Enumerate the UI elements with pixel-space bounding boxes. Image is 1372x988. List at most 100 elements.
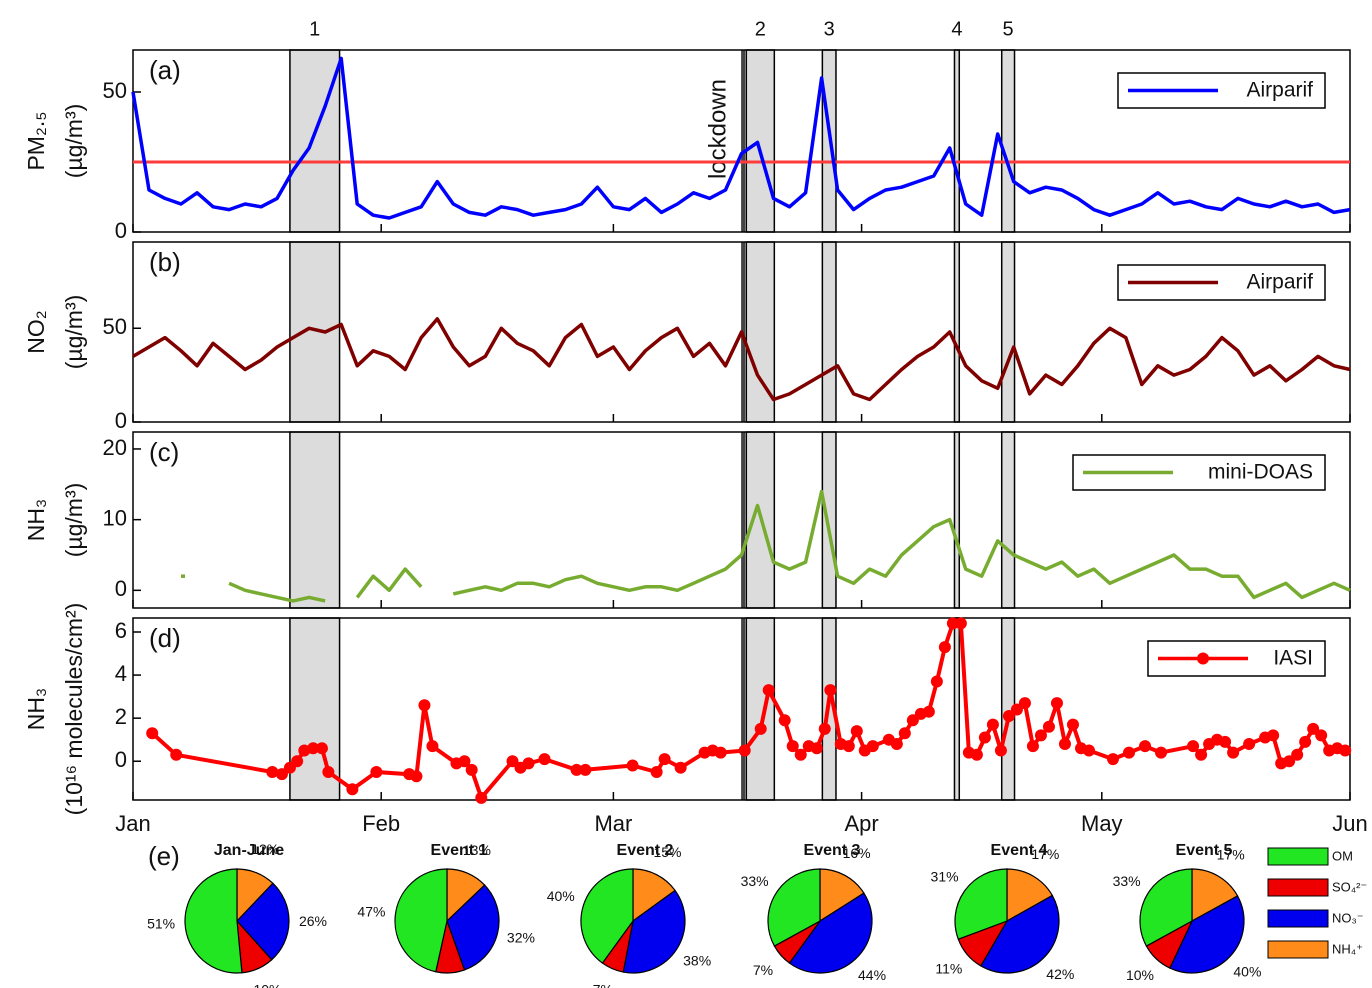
pie-value-label: 44% [858, 967, 886, 983]
series-marker [850, 725, 863, 738]
series-marker [1042, 720, 1055, 733]
pie-slice [236, 882, 290, 961]
y-axis-label: (10¹⁶ molecules/cm²) [61, 603, 87, 816]
series-marker [538, 753, 551, 766]
pie-slice [788, 892, 873, 974]
pie-value-label: 33% [741, 873, 769, 889]
event-band [821, 431, 837, 609]
series-marker [1315, 729, 1328, 742]
event-band [745, 49, 776, 233]
legend-label: mini-DOAS [1208, 461, 1313, 484]
legend-label: OM [1332, 848, 1353, 863]
series-marker [570, 763, 583, 776]
series-marker [754, 722, 767, 735]
series-marker [674, 761, 687, 774]
pie-slice [1191, 868, 1239, 923]
x-tick-label: Apr [844, 811, 878, 836]
series-marker [890, 738, 903, 750]
plot-frame [132, 49, 1351, 233]
event-band [1000, 49, 1016, 233]
y-axis-label: NH₃ [23, 499, 49, 542]
pie-value-label: 16% [843, 845, 871, 861]
series-marker [1195, 748, 1208, 761]
pie-value-label: 31% [931, 868, 959, 884]
series-marker [954, 617, 967, 630]
series-marker [1307, 722, 1320, 735]
series-marker [1066, 718, 1079, 731]
series-marker [778, 714, 791, 727]
pie-slice [446, 884, 500, 971]
series-marker [1107, 753, 1120, 766]
series-line [355, 567, 423, 599]
x-tick-label: Feb [362, 811, 400, 836]
pie-value-label: 32% [507, 929, 535, 945]
event-band [745, 617, 776, 801]
y-axis-label: (µg/m³) [61, 483, 87, 558]
series-marker [275, 768, 288, 781]
legend-swatch [1267, 878, 1329, 897]
series-marker [762, 684, 775, 697]
event-label: 3 [824, 18, 835, 40]
y-tick-label: 6 [115, 618, 127, 643]
series-marker [370, 766, 383, 778]
series-marker [465, 763, 478, 776]
pie-value-label: 17% [1031, 846, 1059, 862]
series-marker [1082, 744, 1095, 757]
event-label: 4 [951, 18, 962, 40]
series-marker [1002, 710, 1015, 722]
plot-frame [132, 241, 1351, 423]
pie-value-label: 10% [253, 981, 281, 988]
y-tick-label: 0 [115, 218, 127, 243]
pie-value-label: 51% [147, 915, 175, 931]
series-marker [506, 755, 519, 768]
pie-slice [1006, 868, 1054, 923]
series-marker [970, 748, 983, 761]
series-marker [1291, 748, 1304, 761]
y-tick-label: 50 [103, 314, 127, 339]
y-tick-label: 2 [115, 704, 127, 729]
pie-value-label: 26% [299, 913, 327, 929]
legend-label: NH₄⁺ [1332, 941, 1363, 956]
event-band [289, 617, 341, 801]
pie-value-label: 7% [593, 981, 613, 988]
pie-value-label: 10% [1126, 967, 1154, 983]
legend-label: Airparif [1246, 271, 1313, 294]
pie-title: Event 2 [617, 842, 674, 859]
series-marker [738, 744, 751, 757]
x-tick-label: Jun [1332, 811, 1367, 836]
y-axis-label: NH₃ [23, 688, 49, 731]
y-tick-label: 20 [103, 435, 127, 460]
series-marker [346, 783, 359, 796]
pie-value-label: 47% [357, 903, 385, 919]
legend-swatch [1267, 847, 1329, 866]
legend-label: Airparif [1246, 79, 1313, 102]
y-tick-label: 0 [115, 747, 127, 772]
series-marker [1123, 746, 1136, 759]
legend-marker [1197, 652, 1209, 665]
event-band [821, 241, 837, 423]
series-marker [818, 722, 831, 735]
pie-slice [394, 868, 448, 973]
series-marker [1339, 744, 1352, 757]
y-tick-label: 0 [115, 408, 127, 433]
series-marker [1219, 735, 1232, 748]
series-marker [1243, 738, 1256, 750]
series-marker [170, 748, 183, 761]
x-tick-label: May [1081, 811, 1123, 836]
event-band [953, 431, 961, 609]
pie-slice [622, 889, 686, 974]
pie-value-label: 11% [935, 961, 962, 977]
series-line [132, 317, 1351, 402]
pie-slice [979, 894, 1060, 974]
series-marker [1010, 703, 1023, 716]
event-band [953, 617, 961, 801]
series-marker [938, 641, 951, 654]
pie-slice [1139, 868, 1193, 947]
series-marker [866, 740, 879, 753]
series-marker [475, 791, 488, 804]
x-tick-label: Mar [594, 811, 632, 836]
series-marker [579, 763, 592, 776]
series-marker [986, 718, 999, 731]
pie-title: Event 1 [431, 842, 488, 859]
